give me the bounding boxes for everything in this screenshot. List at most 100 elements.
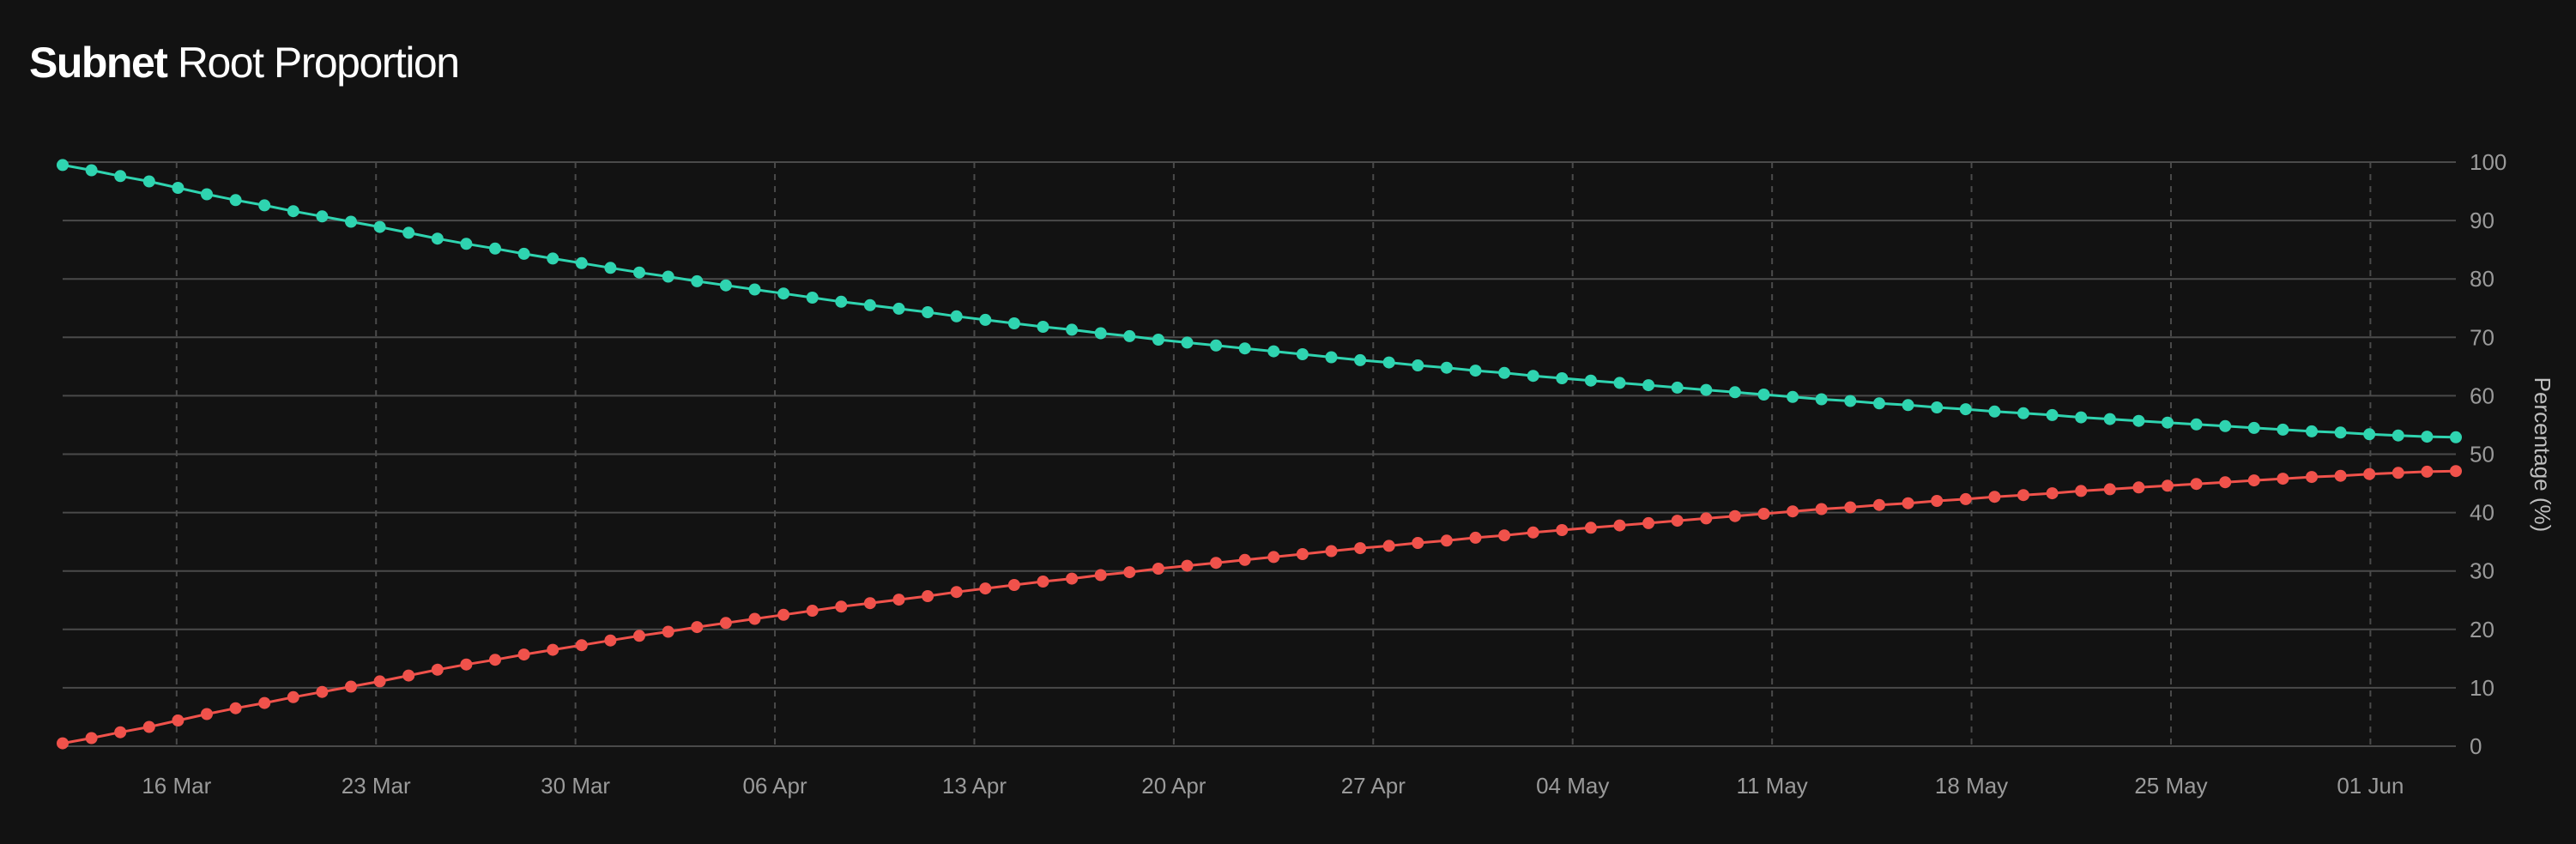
data-point[interactable]: [1556, 524, 1569, 536]
data-point[interactable]: [892, 302, 905, 315]
data-point[interactable]: [2306, 425, 2318, 437]
data-point[interactable]: [2219, 476, 2232, 489]
data-point[interactable]: [85, 164, 98, 177]
data-point[interactable]: [2334, 469, 2347, 482]
data-point[interactable]: [604, 634, 617, 647]
data-point[interactable]: [287, 690, 299, 703]
data-point[interactable]: [172, 182, 184, 194]
data-point[interactable]: [460, 238, 473, 250]
data-point[interactable]: [1556, 372, 1569, 384]
data-point[interactable]: [142, 720, 155, 733]
data-point[interactable]: [1325, 351, 1338, 364]
data-point[interactable]: [1412, 359, 1424, 371]
data-point[interactable]: [2277, 423, 2289, 436]
data-point[interactable]: [922, 306, 934, 318]
data-point[interactable]: [1844, 501, 1857, 514]
data-point[interactable]: [287, 205, 299, 218]
data-point[interactable]: [1873, 397, 1885, 410]
data-point[interactable]: [1671, 381, 1684, 394]
data-point[interactable]: [806, 292, 819, 304]
data-point[interactable]: [229, 702, 242, 714]
data-point[interactable]: [1066, 323, 1079, 336]
data-point[interactable]: [1815, 393, 1828, 406]
data-point[interactable]: [431, 663, 444, 676]
data-point[interactable]: [2190, 478, 2203, 491]
data-point[interactable]: [979, 313, 992, 326]
data-point[interactable]: [1700, 383, 1713, 396]
data-point[interactable]: [2247, 474, 2260, 487]
data-point[interactable]: [1123, 566, 1136, 579]
data-point[interactable]: [1757, 389, 1770, 401]
data-point[interactable]: [489, 242, 501, 255]
data-point[interactable]: [57, 159, 69, 172]
data-point[interactable]: [517, 648, 530, 661]
data-point[interactable]: [1267, 345, 1280, 358]
data-point[interactable]: [345, 680, 357, 693]
data-point[interactable]: [517, 247, 530, 260]
data-point[interactable]: [2219, 419, 2232, 432]
data-point[interactable]: [1728, 509, 1741, 522]
data-point[interactable]: [575, 639, 588, 652]
data-point[interactable]: [1613, 377, 1626, 389]
data-point[interactable]: [547, 643, 559, 656]
data-point[interactable]: [1469, 531, 1482, 544]
data-point[interactable]: [2103, 413, 2116, 425]
data-point[interactable]: [1584, 521, 1597, 534]
data-point[interactable]: [950, 586, 963, 599]
data-point[interactable]: [1354, 542, 1367, 555]
data-point[interactable]: [1440, 361, 1453, 374]
data-point[interactable]: [460, 658, 473, 671]
data-point[interactable]: [229, 194, 242, 207]
data-point[interactable]: [1642, 379, 1655, 392]
data-point[interactable]: [201, 708, 213, 720]
data-point[interactable]: [258, 696, 271, 709]
data-point[interactable]: [2363, 428, 2376, 441]
data-point[interactable]: [1959, 403, 1972, 416]
data-point[interactable]: [172, 714, 184, 726]
data-point[interactable]: [1267, 551, 1280, 564]
data-point[interactable]: [863, 597, 876, 610]
data-point[interactable]: [1527, 370, 1539, 383]
data-point[interactable]: [1238, 342, 1251, 355]
data-point[interactable]: [316, 210, 329, 223]
data-point[interactable]: [2450, 465, 2462, 478]
data-point[interactable]: [2046, 487, 2059, 500]
data-point[interactable]: [2392, 429, 2404, 442]
data-point[interactable]: [1931, 401, 1944, 413]
data-point[interactable]: [1123, 329, 1136, 342]
data-point[interactable]: [547, 252, 559, 265]
data-point[interactable]: [1902, 399, 1914, 412]
data-point[interactable]: [835, 600, 848, 613]
data-point[interactable]: [1959, 492, 1972, 505]
data-point[interactable]: [1469, 365, 1482, 377]
data-point[interactable]: [2017, 489, 2029, 502]
data-point[interactable]: [1787, 505, 1799, 518]
data-point[interactable]: [1815, 503, 1828, 515]
data-point[interactable]: [2103, 483, 2116, 496]
data-point[interactable]: [2421, 431, 2434, 443]
data-point[interactable]: [1210, 339, 1223, 352]
data-point[interactable]: [1527, 526, 1539, 539]
data-point[interactable]: [2132, 481, 2145, 494]
data-point[interactable]: [402, 226, 415, 239]
data-point[interactable]: [691, 621, 704, 634]
data-point[interactable]: [2363, 467, 2376, 480]
data-point[interactable]: [835, 295, 848, 308]
data-point[interactable]: [373, 220, 386, 233]
data-point[interactable]: [662, 625, 674, 638]
data-point[interactable]: [1873, 498, 1885, 511]
data-point[interactable]: [922, 590, 934, 602]
data-point[interactable]: [1037, 576, 1049, 588]
data-point[interactable]: [1181, 336, 1194, 349]
data-point[interactable]: [691, 274, 704, 287]
data-point[interactable]: [662, 270, 674, 283]
data-point[interactable]: [1988, 491, 2001, 503]
data-point[interactable]: [1296, 348, 1309, 360]
data-point[interactable]: [1354, 353, 1367, 366]
data-point[interactable]: [1296, 548, 1309, 560]
data-point[interactable]: [2190, 418, 2203, 431]
data-point[interactable]: [1210, 557, 1223, 570]
data-point[interactable]: [633, 266, 645, 279]
data-point[interactable]: [748, 283, 761, 296]
data-point[interactable]: [2017, 407, 2029, 419]
